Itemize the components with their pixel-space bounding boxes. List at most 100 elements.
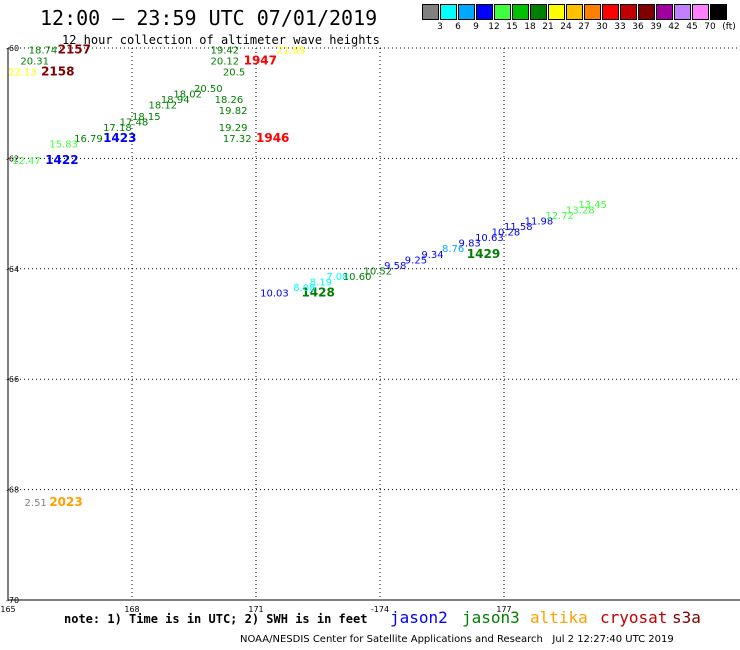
legend-swatch	[692, 4, 709, 20]
legend-tick-label: 70	[704, 22, 716, 32]
wave-height-value: 13.28	[566, 206, 595, 217]
legend-swatch	[440, 4, 457, 20]
legend-tick-label: 42	[668, 22, 680, 32]
wave-height-value: 18.15	[132, 112, 161, 123]
legend-swatch	[494, 4, 511, 20]
note-text: note: 1) Time is in UTC; 2) SWH is in fe…	[64, 612, 368, 626]
wave-height-value: 18.26	[215, 95, 244, 106]
lat-tick-label: -68	[6, 486, 19, 495]
pass-time-label: 1946	[256, 131, 289, 145]
lat-tick-label: -64	[6, 265, 19, 274]
legend-tick-label: 27	[578, 22, 590, 32]
wave-height-value: 13.45	[578, 200, 607, 211]
legend-swatch	[530, 4, 547, 20]
legend-swatch	[674, 4, 691, 20]
footer-text: NOAA/NESDIS Center for Satellite Applica…	[240, 634, 674, 645]
satellite-legend-item: cryosat	[600, 608, 668, 627]
wave-height-value: 19.29	[219, 123, 248, 134]
wave-height-value: 18.12	[149, 101, 178, 112]
pass-time-label: 1947	[244, 54, 277, 68]
legend-swatch	[638, 4, 655, 20]
wave-height-value: 20.5	[223, 68, 245, 79]
legend-swatch	[620, 4, 637, 20]
wave-height-value: 8.76	[442, 244, 464, 255]
legend-tick-label: 6	[455, 22, 461, 32]
wave-height-value: 10.60	[343, 272, 372, 283]
pass-time-label: 2023	[49, 495, 82, 509]
legend-swatch	[422, 4, 439, 20]
wave-height-value: 2.51	[25, 498, 47, 509]
wave-height-value: 17.48	[120, 117, 149, 128]
legend-unit: (ft)	[722, 22, 736, 32]
lat-tick-label: -62	[6, 154, 19, 163]
lon-tick-label: -174	[371, 605, 389, 614]
legend-swatch	[548, 4, 565, 20]
wave-height-value: 15.83	[49, 139, 78, 150]
satellite-legend-item: jason3	[462, 608, 520, 627]
legend-tick-label: 30	[596, 22, 608, 32]
legend-tick-label: 33	[614, 22, 626, 32]
legend-tick-label: 18	[524, 22, 536, 32]
wave-height-value: 18.02	[173, 90, 202, 101]
wave-height-value: 19.82	[219, 106, 248, 117]
lon-tick-label: 171	[248, 605, 263, 614]
map-subtitle: 12 hour collection of altimeter wave hei…	[62, 33, 380, 47]
wave-height-value: 19.42	[211, 46, 240, 57]
wave-height-value: 9.25	[405, 255, 427, 266]
wave-height-value: 10.52	[363, 266, 392, 277]
wave-height-value: 9.83	[459, 239, 481, 250]
wave-height-value: 8.08	[293, 283, 315, 294]
legend-tick-label: 39	[650, 22, 662, 32]
pass-time-label: 1429	[467, 247, 500, 261]
wave-height-value: 20.31	[20, 57, 49, 68]
legend-tick-label: 45	[686, 22, 698, 32]
lat-tick-label: -66	[6, 375, 19, 384]
wave-height-value: 9.58	[384, 261, 406, 272]
legend-tick-label: 24	[560, 22, 572, 32]
wave-height-value: 10.28	[492, 228, 521, 239]
wave-height-value: 9.34	[421, 250, 443, 261]
legend-swatch	[566, 4, 583, 20]
legend-swatch	[710, 4, 727, 20]
pass-time-label: 1422	[45, 153, 78, 167]
wave-height-value: 12.47	[12, 156, 41, 167]
wave-height-value: 18.94	[161, 95, 190, 106]
legend-swatch	[656, 4, 673, 20]
legend-tick-label: 36	[632, 22, 644, 32]
wave-height-value: 10.63	[475, 233, 504, 244]
legend-swatch	[602, 4, 619, 20]
wave-height-value: 17.18	[103, 123, 132, 134]
wave-height-value: 7.08	[326, 272, 348, 283]
wave-height-value: 8.19	[310, 277, 332, 288]
legend-swatch	[584, 4, 601, 20]
legend-tick-label: 15	[506, 22, 518, 32]
lat-tick-label: -70	[6, 596, 19, 605]
lon-tick-label: 165	[0, 605, 15, 614]
legend-swatch	[512, 4, 529, 20]
wave-height-value: 11.58	[504, 222, 533, 233]
wave-height-value: 18.74	[29, 46, 58, 57]
wave-height-value: 16.79	[74, 134, 103, 145]
legend-tick-label: 9	[473, 22, 479, 32]
lon-tick-label: 177	[496, 605, 511, 614]
pass-time-label: 1423	[103, 131, 136, 145]
wave-height-value: 20.12	[211, 57, 240, 68]
map-grid	[7, 47, 740, 601]
wave-height-value: 12.72	[545, 211, 574, 222]
map-title: 12:00 — 23:59 UTC 07/01/2019	[40, 6, 378, 30]
wave-height-value: 10.03	[260, 288, 289, 299]
satellite-legend-item: jason2	[390, 608, 448, 627]
pass-time-label: 2157	[58, 43, 91, 57]
legend-tick-label: 12	[488, 22, 500, 32]
legend-swatch	[476, 4, 493, 20]
wave-height-value: 22.13	[8, 68, 37, 79]
legend-tick-label: 21	[542, 22, 554, 32]
wave-height-value: 11.98	[525, 217, 554, 228]
legend-tick-label: 3	[437, 22, 443, 32]
footer-timestamp: Jul 2 12:27:40 UTC 2019	[552, 634, 674, 645]
pass-time-label: 2158	[41, 65, 74, 79]
wave-height-value: 21.69	[277, 46, 306, 57]
satellite-legend-item: s3a	[672, 608, 701, 627]
